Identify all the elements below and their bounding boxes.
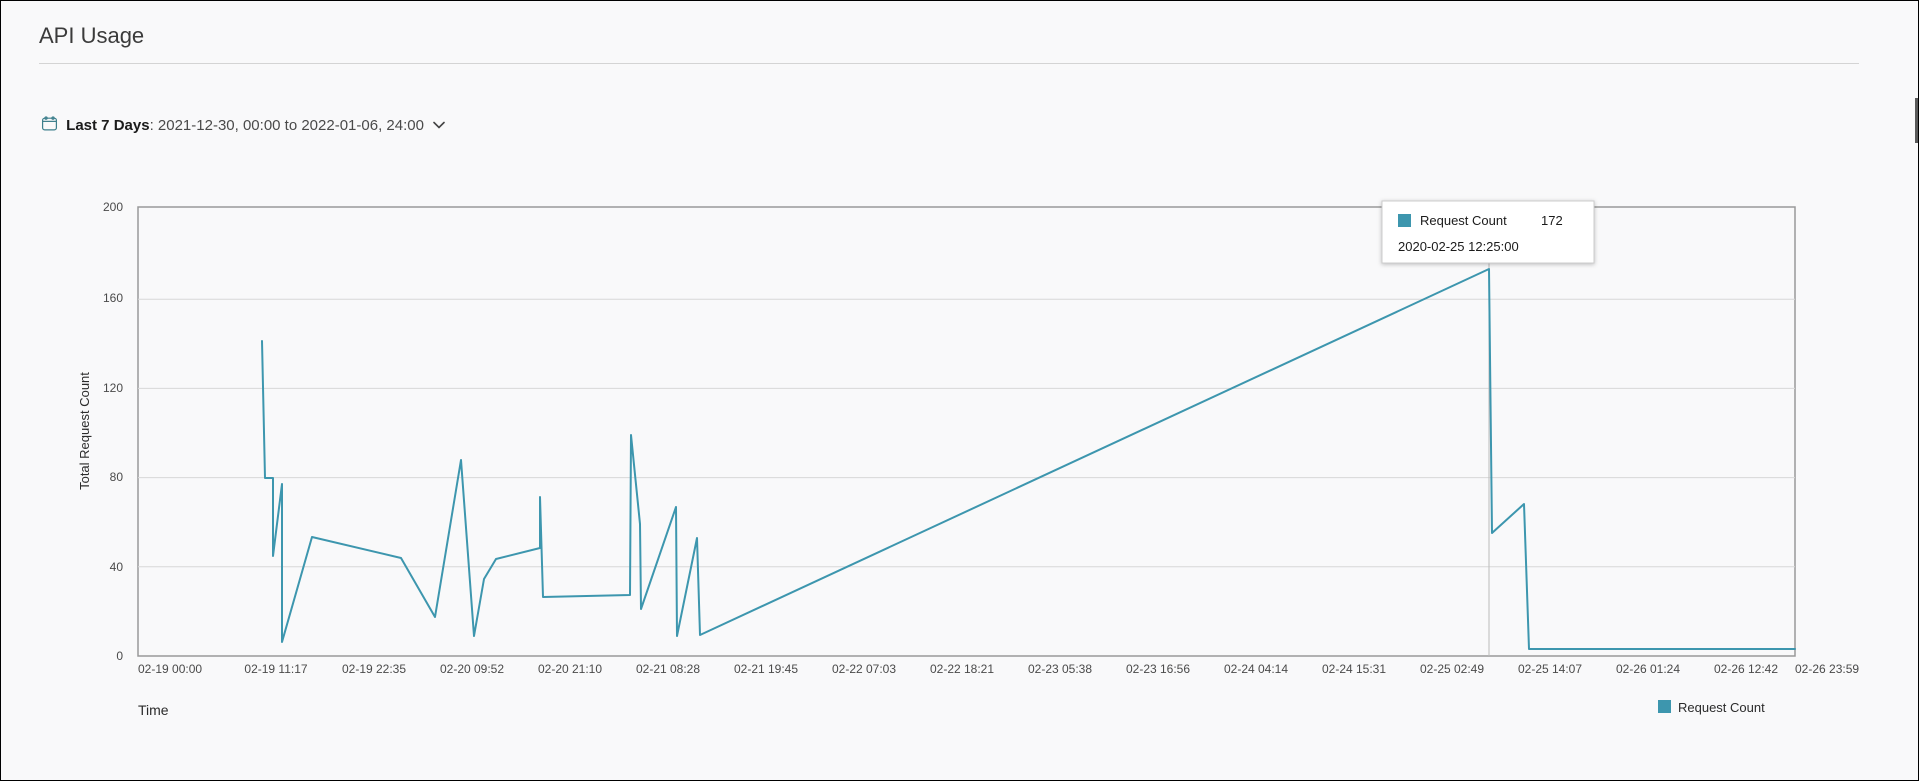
svg-text:02-21 19:45: 02-21 19:45 (734, 662, 798, 676)
svg-text:02-20 09:52: 02-20 09:52 (440, 662, 504, 676)
svg-text:02-21 08:28: 02-21 08:28 (636, 662, 700, 676)
svg-text:02-19 11:17: 02-19 11:17 (244, 662, 307, 676)
svg-text:172: 172 (1541, 213, 1563, 228)
svg-text:Total Request Count: Total Request Count (77, 372, 92, 490)
svg-text:Request Count: Request Count (1420, 213, 1507, 228)
svg-text:2020-02-25 12:25:00: 2020-02-25 12:25:00 (1398, 239, 1519, 254)
svg-text:02-19 22:35: 02-19 22:35 (342, 662, 406, 676)
svg-text:02-23 05:38: 02-23 05:38 (1028, 662, 1092, 676)
svg-text:02-19 00:00: 02-19 00:00 (138, 662, 202, 676)
svg-text:160: 160 (103, 291, 123, 305)
svg-text:02-25 14:07: 02-25 14:07 (1518, 662, 1582, 676)
svg-text:200: 200 (103, 200, 123, 214)
svg-text:0: 0 (116, 649, 123, 663)
svg-text:02-26 23:59: 02-26 23:59 (1795, 662, 1859, 676)
svg-text:02-22 18:21: 02-22 18:21 (930, 662, 994, 676)
svg-text:02-23 16:56: 02-23 16:56 (1126, 662, 1190, 676)
svg-text:02-22 07:03: 02-22 07:03 (832, 662, 896, 676)
svg-text:02-24 15:31: 02-24 15:31 (1322, 662, 1386, 676)
svg-text:Request Count: Request Count (1678, 700, 1765, 715)
svg-text:80: 80 (110, 470, 124, 484)
svg-text:02-20 21:10: 02-20 21:10 (538, 662, 602, 676)
svg-text:Time: Time (138, 702, 169, 718)
svg-text:02-24 04:14: 02-24 04:14 (1224, 662, 1288, 676)
svg-text:40: 40 (110, 560, 124, 574)
svg-text:02-26 12:42: 02-26 12:42 (1714, 662, 1778, 676)
svg-text:02-25 02:49: 02-25 02:49 (1420, 662, 1484, 676)
svg-text:02-26 01:24: 02-26 01:24 (1616, 662, 1680, 676)
svg-text:120: 120 (103, 381, 123, 395)
